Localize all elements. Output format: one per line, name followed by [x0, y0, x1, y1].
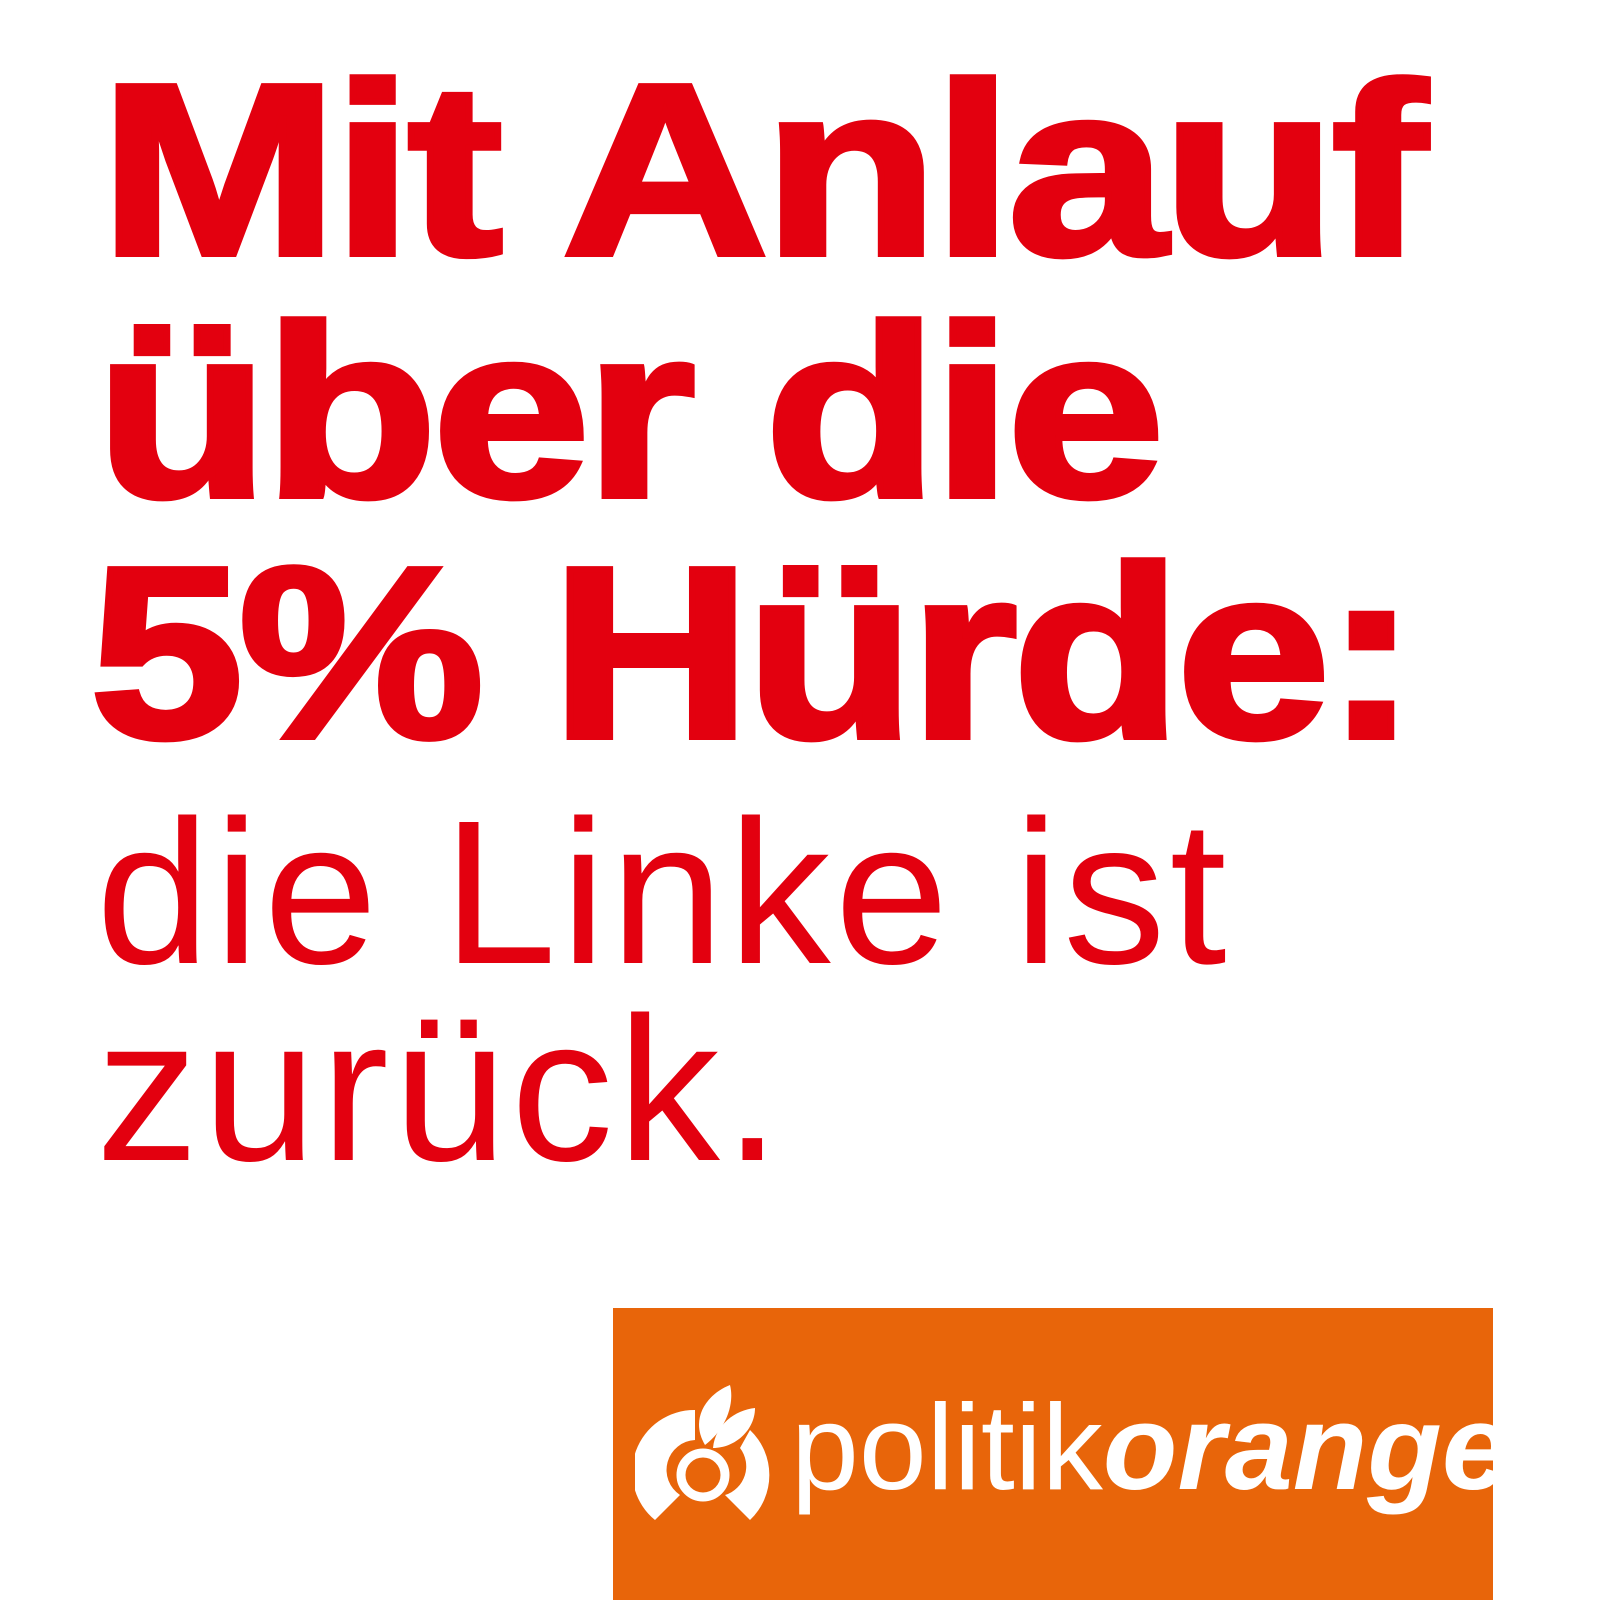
orange-fruit-icon [635, 1385, 770, 1520]
logo-text-orange: orange [1102, 1379, 1510, 1515]
headline-line-1: Mit Anlauf [96, 33, 1430, 306]
politikorange-logo-box: politikorange [613, 1308, 1510, 1600]
logo-text-politik: politik [791, 1379, 1103, 1515]
subline-line-2: zurück. [96, 975, 785, 1204]
subline-line-1: die Linke ist [96, 778, 1231, 1007]
headline-line-3: 5% Hürde: [87, 516, 1421, 789]
logo-wordmark: politikorange [791, 1386, 1510, 1508]
headline-line-2: über die [93, 275, 1168, 548]
